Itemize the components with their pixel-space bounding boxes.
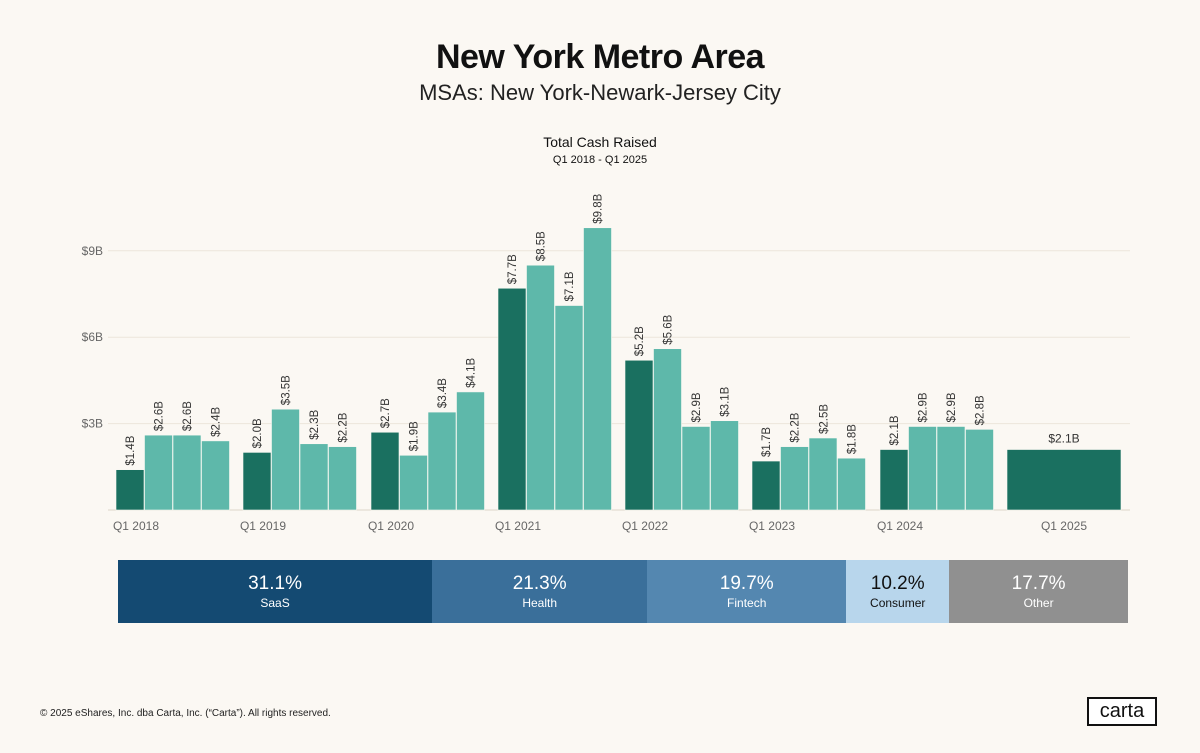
bar xyxy=(201,440,230,511)
bar xyxy=(583,227,612,511)
bar-value-label: $2.6B xyxy=(154,401,166,431)
sector-segment-saas: 31.1% SaaS xyxy=(118,560,433,623)
bar-value-label: $7.1B xyxy=(564,271,576,301)
sector-label: Fintech xyxy=(727,595,767,610)
bar xyxy=(780,446,809,511)
page-subtitle: MSAs: New York-Newark-Jersey City xyxy=(419,80,781,105)
chart-title: Total Cash Raised xyxy=(543,134,657,150)
bar xyxy=(908,426,937,511)
bar xyxy=(965,429,994,511)
bar xyxy=(497,287,527,511)
bar-value-label: $2.6B xyxy=(182,401,194,431)
y-tick-label: $3B xyxy=(82,417,103,431)
bar-value-label: $5.2B xyxy=(634,326,646,356)
bar xyxy=(554,305,584,511)
bar xyxy=(751,460,781,511)
sector-label: SaaS xyxy=(260,595,290,610)
sector-segment-other: 17.7% Other xyxy=(949,560,1128,623)
sector-segment-health: 21.3% Health xyxy=(432,560,648,623)
bar-value-label: $2.3B xyxy=(309,409,321,439)
sector-percent: 19.7% xyxy=(719,572,774,594)
bar-value-label: $2.5B xyxy=(818,404,830,434)
bar-value-label: $2.4B xyxy=(211,406,223,436)
bar-value-label: $2.9B xyxy=(691,392,703,422)
bar xyxy=(115,469,145,511)
x-tick-label: Q1 2023 xyxy=(749,519,795,533)
bar xyxy=(399,454,428,511)
sector-label: Other xyxy=(1023,595,1054,610)
bar-value-label: $8.5B xyxy=(536,231,548,261)
sector-label: Health xyxy=(522,595,558,610)
bar xyxy=(1006,449,1122,511)
bar-value-label: $2.1B xyxy=(889,415,901,445)
sector-segment-fintech: 19.7% Fintech xyxy=(647,560,847,623)
bar-value-label: $3.4B xyxy=(437,378,449,408)
sector-label: Consumer xyxy=(870,595,926,610)
bar xyxy=(681,426,711,511)
bar xyxy=(271,408,300,511)
bar xyxy=(242,452,272,511)
bar-value-label: $1.7B xyxy=(761,427,773,457)
sector-percent: 10.2% xyxy=(870,572,925,594)
bar xyxy=(427,411,457,511)
cash-raised-bar-chart: $3B $6B $9B $1.4B $2.6B $2.6B $2.4B Q1 2018 $2.0… xyxy=(82,193,1130,533)
bar-value-label: $2.8B xyxy=(975,395,987,425)
x-tick-label: Q1 2018 xyxy=(113,519,159,533)
sector-segment-consumer: 10.2% Consumer xyxy=(846,560,950,623)
bar xyxy=(328,446,357,511)
bar-value-label: $2.1B xyxy=(1048,432,1079,446)
bar-value-label: $7.7B xyxy=(507,254,519,284)
sector-percent: 17.7% xyxy=(1011,572,1066,594)
bar-value-label: $2.0B xyxy=(252,418,264,448)
x-tick-label: Q1 2020 xyxy=(368,519,414,533)
bar-value-label: $9.8B xyxy=(593,193,605,223)
chart-date-range: Q1 2018 - Q1 2025 xyxy=(552,154,648,166)
x-tick-label: Q1 2021 xyxy=(495,519,541,533)
x-tick-label: Q1 2024 xyxy=(877,519,923,533)
page-title: New York Metro Area xyxy=(435,38,765,76)
bar-value-label: $2.2B xyxy=(338,412,350,442)
bar xyxy=(172,434,202,511)
bar xyxy=(456,391,485,511)
sector-percent: 21.3% xyxy=(512,572,567,594)
x-tick-label: Q1 2022 xyxy=(622,519,668,533)
bar xyxy=(624,359,654,511)
bar-value-label: $2.9B xyxy=(946,392,958,422)
bar xyxy=(144,434,173,511)
y-tick-label: $9B xyxy=(82,244,103,258)
bar xyxy=(710,420,739,511)
bar xyxy=(526,264,555,511)
bar-value-label: $3.1B xyxy=(720,386,732,416)
bar-value-label: $2.2B xyxy=(790,412,802,442)
bar-value-label: $2.7B xyxy=(380,398,392,428)
sector-breakdown-bar: 31.1% SaaS 21.3% Health 19.7% Fintech 10.2% Con… xyxy=(118,560,1128,623)
bar xyxy=(837,457,866,511)
bar xyxy=(808,437,838,511)
x-tick-label: Q1 2019 xyxy=(240,519,286,533)
sector-percent: 31.1% xyxy=(248,572,302,594)
bar xyxy=(370,431,400,511)
bar-value-label: $5.6B xyxy=(663,314,675,344)
bar-value-label: $3.5B xyxy=(281,375,293,405)
copyright-footer: © 2025 eShares, Inc. dba Carta, Inc. (“C… xyxy=(40,708,331,719)
x-tick-label: Q1 2025 xyxy=(1041,519,1087,533)
carta-logo: carta xyxy=(1087,697,1157,726)
bar-value-label: $1.8B xyxy=(847,424,859,454)
bar xyxy=(653,348,682,511)
bar-value-label: $4.1B xyxy=(466,358,478,388)
bar-value-label: $1.9B xyxy=(409,421,421,451)
bar xyxy=(299,443,329,511)
bar xyxy=(936,426,966,511)
y-tick-label: $6B xyxy=(82,330,103,344)
bar xyxy=(879,449,909,511)
bar-value-label: $2.9B xyxy=(918,392,930,422)
bar-value-label: $1.4B xyxy=(125,435,137,465)
